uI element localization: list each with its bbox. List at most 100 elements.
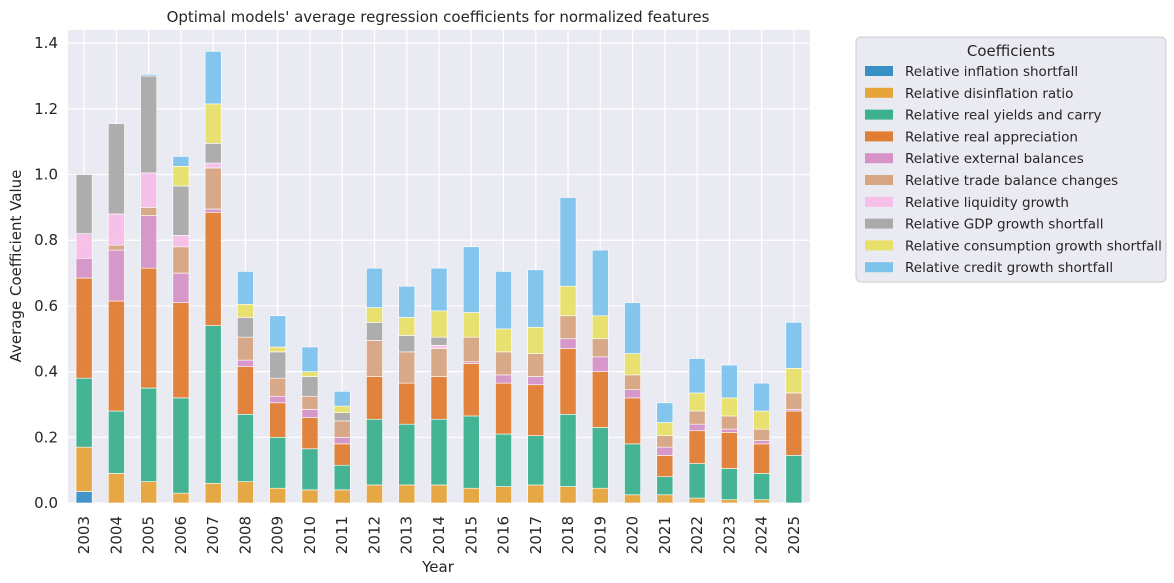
bar-segment [688, 423, 706, 432]
bar-segment [720, 432, 738, 469]
x-tick-labels: 2003 2004 2005 2006 2007 2008 2009 2010 2011 2012… [75, 516, 803, 554]
y-tick-label: 0.6 [34, 297, 58, 315]
bar-segment [656, 446, 674, 456]
bar-segment [237, 303, 254, 318]
bar-segment [172, 166, 190, 187]
x-tick-label: 2014 [430, 516, 448, 554]
bar-segment [430, 310, 448, 338]
bar-segment [204, 162, 222, 169]
bar-segment [237, 271, 254, 305]
x-tick-label: 2013 [398, 516, 416, 554]
bar-segment [785, 455, 803, 504]
bar-segment [624, 302, 641, 354]
bar-segment [720, 415, 738, 430]
legend-swatch [865, 109, 893, 120]
bar-segment [624, 353, 641, 376]
bars [75, 51, 803, 504]
bar-segment [301, 376, 319, 397]
bar-segment [172, 246, 190, 274]
x-tick-label: 2019 [591, 516, 609, 554]
y-tick-label: 1.4 [34, 34, 58, 52]
bar-segment [753, 410, 770, 430]
legend-label: Relative trade balance changes [905, 173, 1118, 189]
bar-segment [398, 285, 416, 318]
bar-segment [656, 402, 674, 423]
bar-segment [301, 489, 319, 504]
bar-segment [140, 207, 158, 216]
bar-segment [462, 336, 480, 363]
bar-segment [108, 244, 125, 251]
bar-segment [75, 377, 93, 448]
bar-segment [172, 397, 190, 494]
x-axis-label: Year [421, 558, 455, 576]
bar-segment [559, 414, 577, 487]
legend-swatch [865, 196, 893, 207]
bar-segment [656, 494, 674, 504]
bar-segment [269, 395, 287, 404]
bar-segment [398, 423, 416, 486]
legend-label: Relative real yields and carry [905, 108, 1102, 124]
bar-segment [688, 497, 706, 504]
x-tick-label: 2004 [107, 516, 125, 554]
y-tick-label: 0.4 [34, 363, 58, 381]
bar-segment [333, 443, 351, 466]
bar-segment [172, 492, 190, 504]
bar-segment [430, 348, 448, 377]
bar-segment [301, 448, 319, 491]
bar-segment [204, 143, 222, 164]
bar-segment [495, 382, 512, 435]
bar-segment [204, 167, 222, 210]
bar-segment [720, 468, 738, 501]
bar-segment [753, 382, 770, 412]
legend-label: Relative real appreciation [905, 129, 1078, 145]
bar-segment [430, 484, 448, 504]
bar-segment [269, 377, 287, 397]
bar-segment [656, 435, 674, 448]
bar-segment [108, 410, 125, 474]
bar-segment [204, 212, 222, 326]
legend-swatch [865, 87, 893, 98]
legend-label: Relative consumption growth shortfall [905, 238, 1162, 254]
bar-segment [172, 185, 190, 236]
bar-segment [237, 414, 254, 482]
bar-segment [140, 75, 158, 174]
x-tick-label: 2016 [495, 516, 513, 554]
bar-segment [108, 249, 125, 302]
bar-segment [624, 374, 641, 390]
bar-segment [591, 249, 609, 317]
bar-segment [301, 346, 319, 372]
x-tick-label: 2012 [365, 516, 383, 554]
bar-segment [785, 368, 803, 394]
x-tick-label: 2008 [236, 516, 254, 554]
bar-segment [430, 336, 448, 346]
bar-segment [688, 463, 706, 499]
bar-segment [75, 277, 93, 379]
bar-segment [204, 208, 222, 213]
bar-segment [624, 397, 641, 445]
bar-segment [656, 476, 674, 496]
x-tick-label: 2017 [527, 516, 545, 554]
bar-segment [462, 487, 480, 504]
bar-segment [527, 376, 545, 386]
bar-segment [495, 328, 512, 353]
x-tick-label: 2007 [204, 516, 222, 554]
bar-segment [204, 482, 222, 504]
bar-segment [785, 322, 803, 369]
bar-segment [785, 410, 803, 456]
bar-segment [753, 428, 770, 441]
bar-segment [237, 317, 254, 338]
bar-segment [333, 420, 351, 438]
bar-segment [172, 302, 190, 399]
bar-segment [75, 233, 93, 259]
legend-swatch [865, 262, 893, 273]
bar-segment [624, 494, 641, 504]
bar-segment [495, 433, 512, 487]
bar-segment [688, 430, 706, 464]
x-tick-label: 2018 [559, 516, 577, 554]
legend-items: Relative inflation shortfall Relative dis… [865, 64, 1162, 276]
bar-segment [301, 371, 319, 377]
x-tick-label: 2021 [656, 516, 674, 554]
bar-segment [140, 387, 158, 482]
bar-segment [398, 382, 416, 425]
